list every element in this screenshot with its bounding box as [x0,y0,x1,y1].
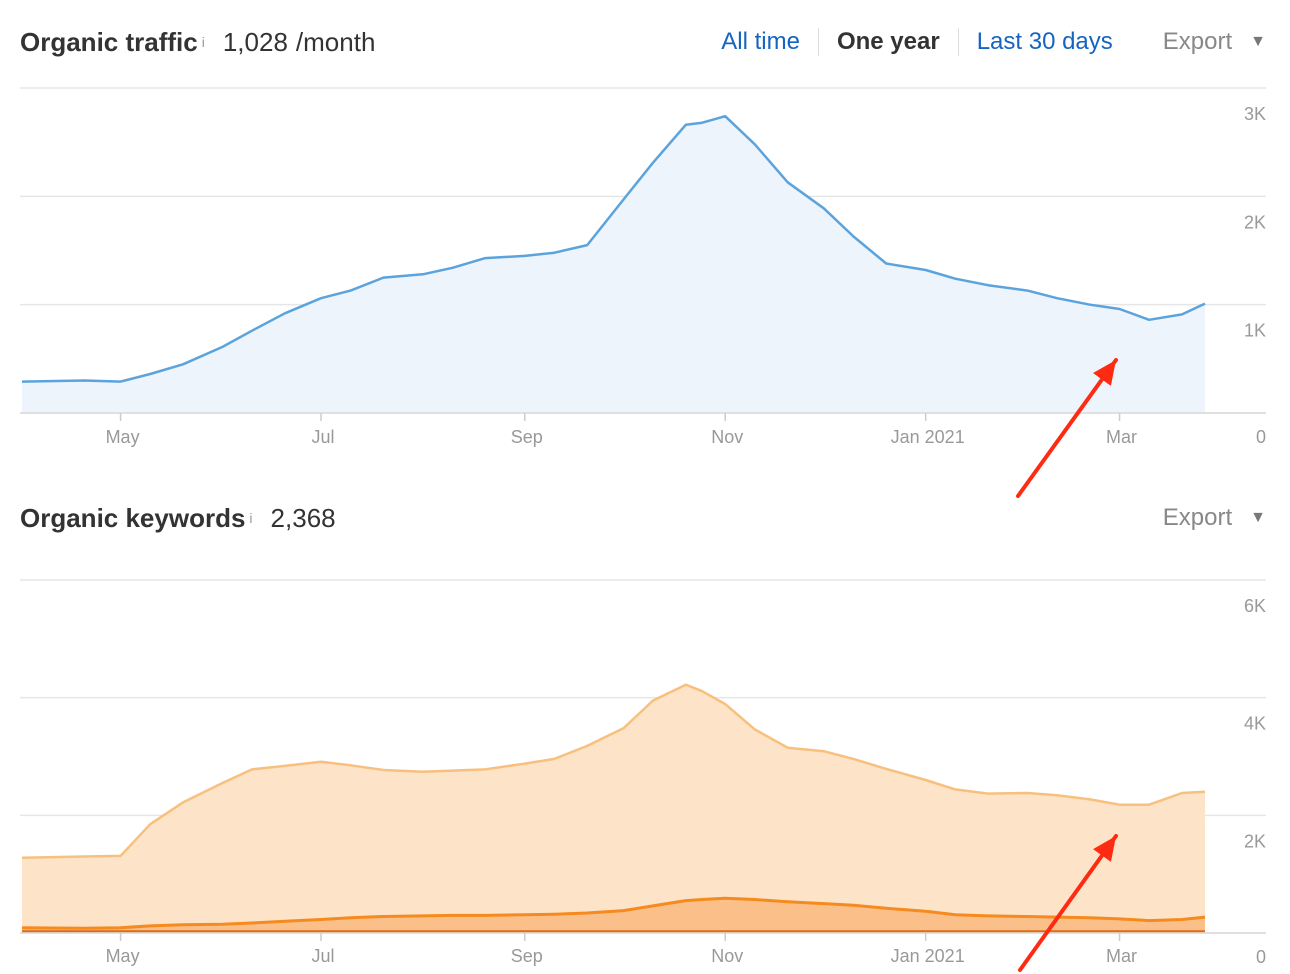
annotation-arrow-keywords-head [1093,836,1116,862]
traffic-value-number: 1,028 [222,26,288,57]
traffic-line-0 [21,114,1206,383]
keywords-x-tick-label: Sep [511,946,543,966]
traffic-export-button[interactable]: Export ▼ [1163,28,1266,56]
keywords-info-icon[interactable]: i [249,510,253,526]
traffic-x-tick-label: Mar [1106,427,1137,447]
keywords-export-button[interactable]: Export ▼ [1163,504,1266,532]
keywords-export-label: Export [1162,504,1233,531]
annotation-arrow-keywords-shaft [1018,834,1118,972]
range-one-year[interactable]: One year [819,28,959,56]
keywords-x-tick-label: Mar [1106,946,1137,966]
keywords-y-tick-label: 6K [1244,596,1266,616]
traffic-x-tick-label: May [106,427,140,447]
keywords-x-tick-label: Jan 2021 [891,946,965,966]
traffic-x-tick-label: Jan 2021 [891,427,965,447]
chevron-down-icon: ▼ [1250,33,1266,50]
keywords-line-0 [21,683,1206,859]
keywords-y-tick-label: 2K [1244,831,1266,851]
traffic-value-unit: /month [295,26,376,57]
keywords-x-tick-label: Nov [711,946,743,966]
keywords-area-1 [22,898,1205,933]
range-last-30-days[interactable]: Last 30 days [976,28,1113,55]
traffic-x-tick-label: Sep [511,427,543,447]
traffic-title: Organic traffic [20,26,198,57]
traffic-y-tick-label: 0 [1256,427,1266,447]
traffic-header: Organic traffic i 1,028/month All time O… [20,22,1266,62]
keywords-title: Organic keywords [20,502,246,533]
traffic-export-label: Export [1162,28,1233,55]
keywords-y-tick-label: 4K [1244,714,1266,734]
traffic-info-icon[interactable]: i [201,34,205,50]
traffic-y-tick-label: 1K [1244,321,1266,341]
traffic-value: 1,028/month [223,27,376,58]
keywords-x-tick-label: Jul [312,946,335,966]
traffic-x-tick-label: Jul [312,427,335,447]
chevron-down-icon: ▼ [1250,509,1266,526]
keywords-header: Organic keywords i 2,368 Export ▼ [20,498,1266,538]
annotation-arrow-traffic-head [1093,360,1116,386]
traffic-y-tick-label: 2K [1244,212,1266,232]
traffic-y-tick-label: 3K [1244,104,1266,124]
range-all-time[interactable]: All time [703,28,819,56]
keywords-value: 2,368 [270,502,336,533]
traffic-x-tick-label: Nov [711,427,743,447]
keywords-x-tick-label: May [106,946,140,966]
keywords-area-0 [22,684,1205,933]
annotation-arrow-traffic-shaft [1016,358,1118,498]
keywords-y-tick-label: 0 [1256,947,1266,967]
traffic-area-0 [22,116,1205,413]
keywords-line-1 [21,896,1206,930]
